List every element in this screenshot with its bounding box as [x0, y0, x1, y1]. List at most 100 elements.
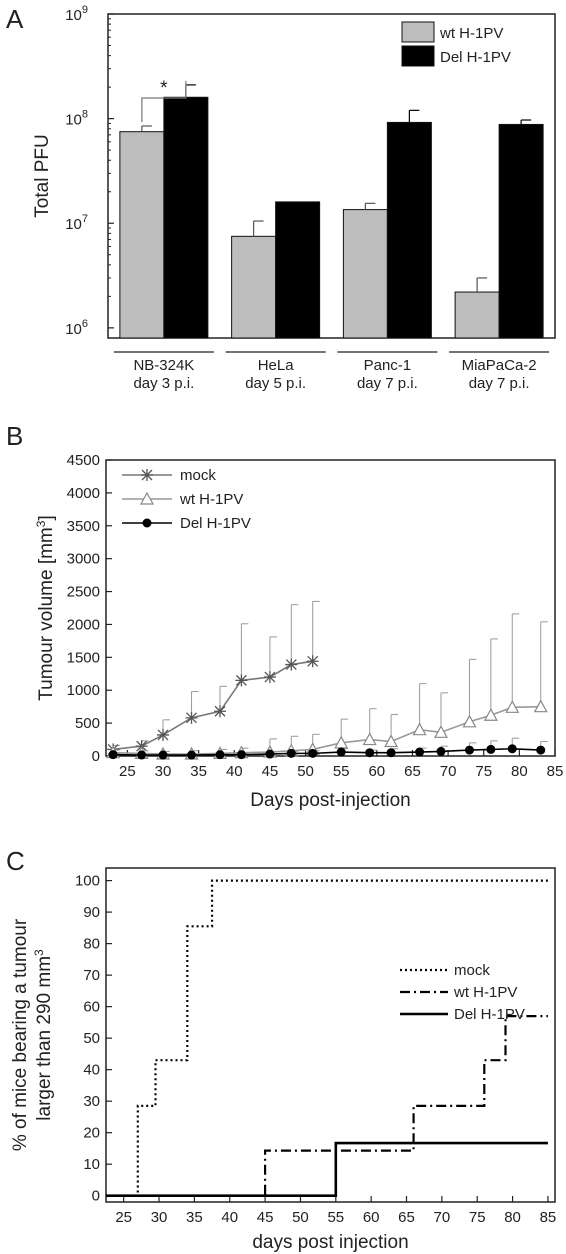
y-axis-label-b: Tumour volume [mm3] — [34, 515, 57, 700]
x-tick-label-b-1: 30 — [155, 763, 172, 780]
y-tick-label-b-8: 4000 — [67, 485, 100, 502]
y-tick-label-a-3: 109 — [65, 4, 88, 24]
point-b-del-h-1pv-6 — [265, 749, 275, 759]
y-tick-label-b-4: 2000 — [67, 616, 100, 633]
legend-label-c-0: mock — [454, 962, 490, 979]
x-tick-label-c-12: 85 — [540, 1209, 557, 1226]
point-b-mock-2 — [157, 728, 170, 741]
x-tick-label-b-8: 65 — [404, 763, 421, 780]
y-tick-label-b-3: 1500 — [67, 649, 100, 666]
panel-label-c: C — [6, 846, 25, 876]
series-line-b-mock — [113, 660, 313, 751]
bar-wt-h-1pv-2 — [342, 209, 388, 339]
point-b-mock-4 — [214, 705, 227, 718]
y-tick-label-c-8: 80 — [83, 936, 100, 953]
x-tick-label-c-9: 70 — [434, 1209, 451, 1226]
x-tick-label-c-2: 35 — [186, 1209, 203, 1226]
point-b-wt-h-1pv-16 — [505, 700, 520, 713]
y-axis-label-c-line2: larger than 290 mm3 — [32, 949, 55, 1121]
plot-frame-a — [107, 13, 556, 339]
category-sublabel-3: day 7 p.i. — [469, 375, 530, 392]
category-label-1: HeLa — [258, 357, 295, 374]
category-sublabel-1: day 5 p.i. — [245, 375, 306, 392]
significance-bracket — [141, 80, 187, 123]
y-tick-label-c-2: 20 — [83, 1125, 100, 1142]
series-line-c-mock — [106, 879, 548, 1197]
x-tick-label-c-4: 45 — [257, 1209, 274, 1226]
y-axis-label-c-line1: % of mice bearing a tumour — [10, 918, 31, 1151]
x-tick-label-b-9: 70 — [440, 763, 457, 780]
point-b-wt-h-1pv-11 — [384, 734, 399, 748]
point-b-wt-h-1pv-12 — [412, 722, 427, 736]
legend-label-c-2: Del H-1PV — [454, 1006, 525, 1023]
bar-wt-h-1pv-1 — [231, 235, 277, 339]
legend-label-b-0: mock — [180, 467, 216, 484]
point-b-wt-h-1pv-13 — [433, 725, 448, 738]
legend-label-b-2: Del H-1PV — [180, 515, 251, 532]
y-tick-label-c-6: 60 — [83, 999, 100, 1016]
legend-label-a-1: Del H-1PV — [440, 49, 511, 66]
x-tick-label-b-4: 45 — [262, 763, 279, 780]
y-tick-label-c-10: 100 — [75, 873, 100, 890]
y-tick-label-b-7: 3500 — [67, 518, 100, 535]
x-tick-label-c-5: 50 — [292, 1209, 309, 1226]
x-tick-label-b-7: 60 — [368, 763, 385, 780]
x-tick-label-b-6: 55 — [333, 763, 350, 780]
y-tick-label-b-0: 0 — [92, 748, 100, 765]
y-tick-label-c-4: 40 — [83, 1062, 100, 1079]
legend-label-c-1: wt H-1PV — [453, 984, 517, 1001]
point-b-mock-5 — [235, 674, 248, 687]
x-tick-label-c-6: 55 — [327, 1209, 344, 1226]
point-b-wt-h-1pv-10 — [362, 732, 377, 746]
point-b-mock-8 — [306, 655, 319, 668]
bar-del-h-1pv-1 — [275, 201, 321, 339]
legend-marker-b-0 — [141, 469, 153, 481]
y-tick-label-c-3: 30 — [83, 1093, 100, 1110]
y-tick-label-a-0: 106 — [65, 318, 88, 338]
y-tick-label-c-0: 0 — [92, 1188, 100, 1205]
point-b-del-h-1pv-13 — [436, 746, 446, 756]
y-tick-label-c-7: 70 — [83, 967, 100, 984]
point-b-del-h-1pv-16 — [507, 744, 517, 754]
plot-area-c: 0 10 20 30 40 50 60 70 80 90 100 25 30 35 40 45 50 55 60 65… — [10, 867, 557, 1253]
point-b-del-h-1pv-9 — [336, 747, 346, 757]
category-label-2: Panc-1 — [364, 357, 412, 374]
plot-frame-c — [105, 867, 556, 1203]
x-tick-label-c-10: 75 — [469, 1209, 486, 1226]
chart-panel-c: C 0 10 20 30 40 50 60 70 80 90 100 25 30 35 40 45 50 55 60… — [6, 846, 556, 1253]
legend-marker-b-2 — [142, 518, 152, 528]
point-b-del-h-1pv-17 — [536, 745, 546, 755]
x-tick-label-b-5: 50 — [297, 763, 314, 780]
bar-wt-h-1pv-3 — [454, 291, 500, 339]
x-tick-label-b-10: 75 — [475, 763, 492, 780]
y-tick-label-b-5: 2500 — [67, 584, 100, 601]
legend-label-a-0: wt H-1PV — [439, 25, 503, 42]
series-line-c-del-h-1pv — [106, 1141, 548, 1197]
y-tick-label-b-9: 4500 — [67, 452, 100, 469]
chart-panel-b: B 0 500 1000 1500 2000 2500 3000 3500 4000 4500 25… — [6, 421, 563, 811]
point-b-del-h-1pv-1 — [137, 750, 147, 760]
point-b-wt-h-1pv-17 — [533, 699, 548, 713]
x-tick-label-b-12: 85 — [547, 763, 564, 780]
panel-label-a: A — [6, 4, 24, 34]
y-tick-label-c-5: 50 — [83, 1030, 100, 1047]
point-b-mock-6 — [263, 671, 276, 684]
point-b-del-h-1pv-5 — [236, 750, 246, 760]
bar-del-h-1pv-2 — [386, 121, 432, 339]
category-label-3: MiaPaCa-2 — [462, 357, 537, 374]
y-tick-label-b-2: 1000 — [67, 682, 100, 699]
x-axis-label-c: days post injection — [252, 1232, 408, 1253]
point-b-wt-h-1pv-14 — [462, 714, 477, 728]
x-tick-label-b-11: 80 — [511, 763, 528, 780]
y-tick-label-a-1: 107 — [65, 213, 88, 233]
x-tick-label-b-0: 25 — [119, 763, 136, 780]
point-b-del-h-1pv-7 — [286, 748, 296, 758]
bar-wt-h-1pv-0 — [119, 131, 165, 339]
x-tick-label-c-11: 80 — [504, 1209, 521, 1226]
y-tick-label-b-6: 3000 — [67, 551, 100, 568]
panel-label-b: B — [6, 421, 23, 451]
point-b-del-h-1pv-2 — [158, 750, 168, 760]
point-b-wt-h-1pv-15 — [483, 707, 498, 721]
